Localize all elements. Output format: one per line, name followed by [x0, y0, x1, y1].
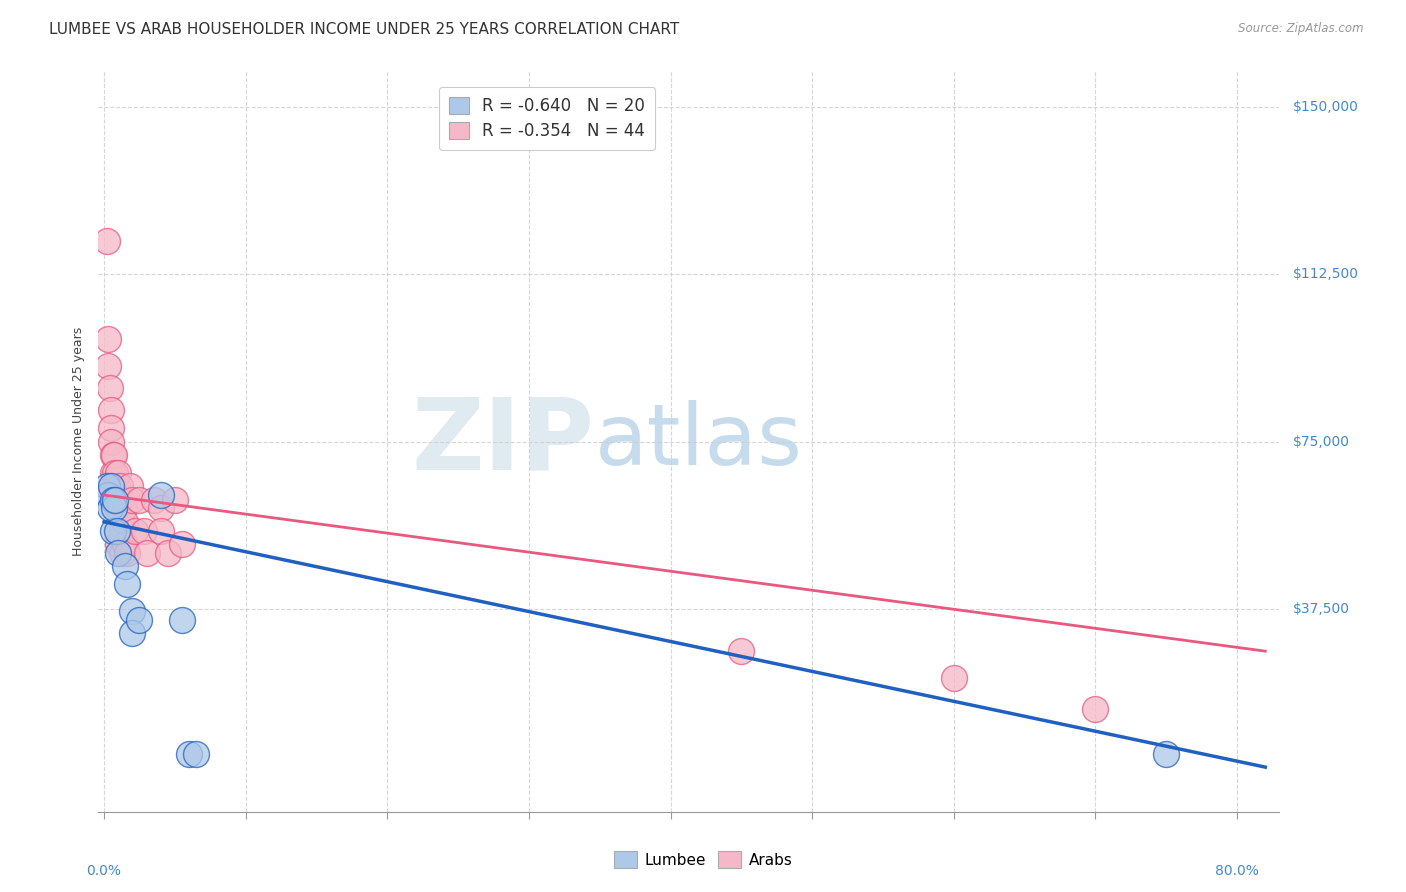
- Point: [103, 448, 125, 462]
- Point: [135, 546, 157, 560]
- Point: [100, 479, 122, 493]
- Point: [100, 434, 122, 449]
- Point: [1154, 747, 1177, 761]
- Point: [156, 546, 179, 560]
- Text: Source: ZipAtlas.com: Source: ZipAtlas.com: [1239, 22, 1364, 36]
- Point: [111, 524, 134, 538]
- Point: [96, 479, 118, 493]
- Point: [114, 537, 136, 551]
- Point: [105, 524, 128, 538]
- Point: [100, 403, 122, 417]
- Point: [114, 515, 136, 529]
- Point: [149, 488, 172, 502]
- Point: [142, 492, 165, 507]
- Point: [105, 501, 128, 516]
- Point: [163, 492, 186, 507]
- Point: [118, 479, 141, 493]
- Point: [184, 747, 207, 761]
- Text: 0.0%: 0.0%: [87, 863, 121, 878]
- Point: [97, 488, 120, 502]
- Point: [108, 479, 131, 493]
- Point: [107, 524, 129, 538]
- Point: [98, 501, 121, 516]
- Point: [103, 479, 125, 493]
- Point: [105, 479, 128, 493]
- Text: $112,500: $112,500: [1294, 268, 1360, 281]
- Text: $75,000: $75,000: [1294, 434, 1350, 449]
- Point: [103, 501, 125, 516]
- Point: [107, 466, 129, 480]
- Point: [97, 359, 120, 373]
- Point: [97, 332, 120, 346]
- Point: [101, 492, 124, 507]
- Y-axis label: Householder Income Under 25 years: Householder Income Under 25 years: [72, 326, 86, 557]
- Point: [149, 501, 172, 516]
- Point: [115, 577, 138, 591]
- Legend: R = -0.640   N = 20, R = -0.354   N = 44: R = -0.640 N = 20, R = -0.354 N = 44: [439, 87, 655, 150]
- Point: [107, 537, 129, 551]
- Point: [104, 466, 127, 480]
- Point: [103, 492, 125, 507]
- Point: [124, 524, 146, 538]
- Point: [107, 501, 129, 516]
- Point: [121, 492, 143, 507]
- Point: [107, 546, 129, 560]
- Text: ZIP: ZIP: [412, 393, 595, 490]
- Point: [132, 524, 155, 538]
- Point: [1084, 702, 1107, 716]
- Point: [149, 524, 172, 538]
- Point: [128, 492, 150, 507]
- Point: [170, 613, 193, 627]
- Point: [100, 421, 122, 435]
- Point: [111, 546, 134, 560]
- Text: $150,000: $150,000: [1294, 100, 1360, 114]
- Point: [942, 671, 965, 685]
- Point: [170, 537, 193, 551]
- Point: [177, 747, 200, 761]
- Point: [98, 381, 121, 395]
- Point: [128, 613, 150, 627]
- Point: [96, 234, 118, 248]
- Point: [115, 546, 138, 560]
- Point: [121, 604, 143, 618]
- Point: [104, 492, 127, 507]
- Text: atlas: atlas: [595, 400, 803, 483]
- Point: [110, 492, 132, 507]
- Point: [110, 510, 132, 524]
- Point: [101, 524, 124, 538]
- Text: 80.0%: 80.0%: [1215, 863, 1258, 878]
- Point: [112, 501, 135, 516]
- Point: [101, 448, 124, 462]
- Point: [730, 644, 752, 658]
- Legend: Lumbee, Arabs: Lumbee, Arabs: [606, 844, 800, 875]
- Text: LUMBEE VS ARAB HOUSEHOLDER INCOME UNDER 25 YEARS CORRELATION CHART: LUMBEE VS ARAB HOUSEHOLDER INCOME UNDER …: [49, 22, 679, 37]
- Text: $37,500: $37,500: [1294, 602, 1350, 615]
- Point: [121, 626, 143, 640]
- Point: [101, 466, 124, 480]
- Point: [114, 559, 136, 574]
- Point: [104, 492, 127, 507]
